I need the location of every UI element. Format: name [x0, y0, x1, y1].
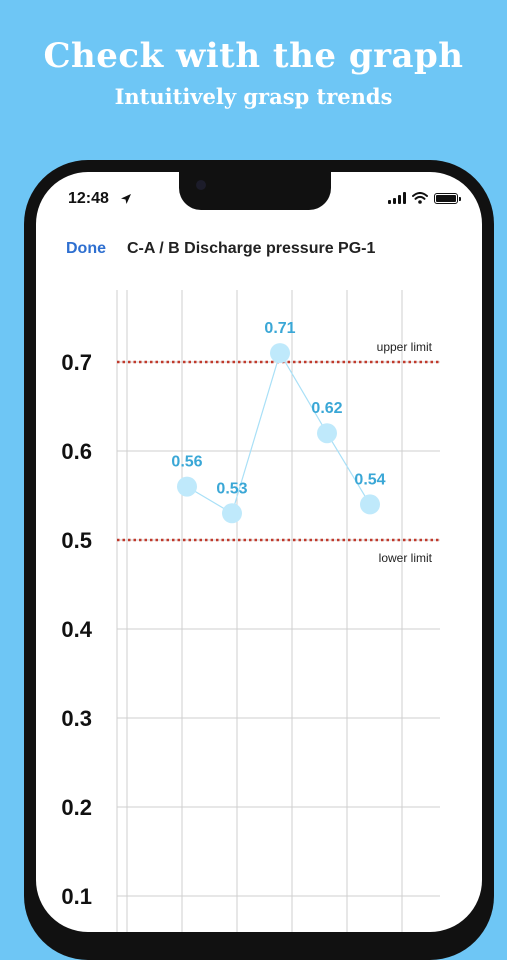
series-line	[186, 351, 371, 515]
data-point	[177, 476, 197, 497]
page-title: C-A / B Discharge pressure PG-1	[127, 240, 376, 257]
wifi-icon	[412, 192, 428, 204]
data-label: 0.71	[264, 320, 295, 337]
data-label: 0.54	[354, 471, 385, 488]
pressure-chart: 0.7 0.6 0.5 0.4 0.3 0.2 0.1 upper limit lower li…	[61, 290, 440, 932]
front-camera	[196, 180, 206, 190]
y-tick-label: 0.2	[61, 795, 92, 820]
data-point	[317, 423, 337, 444]
data-point	[222, 503, 242, 524]
y-tick-label: 0.5	[61, 528, 92, 553]
y-tick-label: 0.1	[61, 884, 92, 909]
battery-icon	[434, 192, 461, 204]
notch	[179, 172, 331, 210]
promo-subtitle: Intuitively grasp trends	[114, 84, 393, 109]
y-tick-label: 0.7	[61, 350, 92, 375]
status-icons	[388, 192, 461, 204]
location-arrow-icon	[121, 194, 131, 204]
cellular-signal-icon	[388, 192, 406, 204]
y-tick-label: 0.6	[61, 439, 92, 464]
y-tick-label: 0.3	[61, 706, 92, 731]
data-point	[360, 494, 380, 515]
upper-limit-label: upper limit	[377, 340, 433, 354]
done-button[interactable]: Done	[66, 240, 106, 257]
phone-screen: 12:48 Done C-A / B Discharge pressure PG…	[36, 172, 482, 932]
promo-title: Check with the graph	[43, 36, 464, 76]
status-time: 12:48	[68, 190, 109, 207]
y-tick-label: 0.4	[61, 617, 92, 642]
data-label: 0.62	[311, 400, 342, 417]
data-label: 0.56	[171, 454, 202, 471]
data-point	[270, 343, 290, 364]
data-label: 0.53	[216, 480, 247, 497]
lower-limit-label: lower limit	[379, 551, 433, 565]
